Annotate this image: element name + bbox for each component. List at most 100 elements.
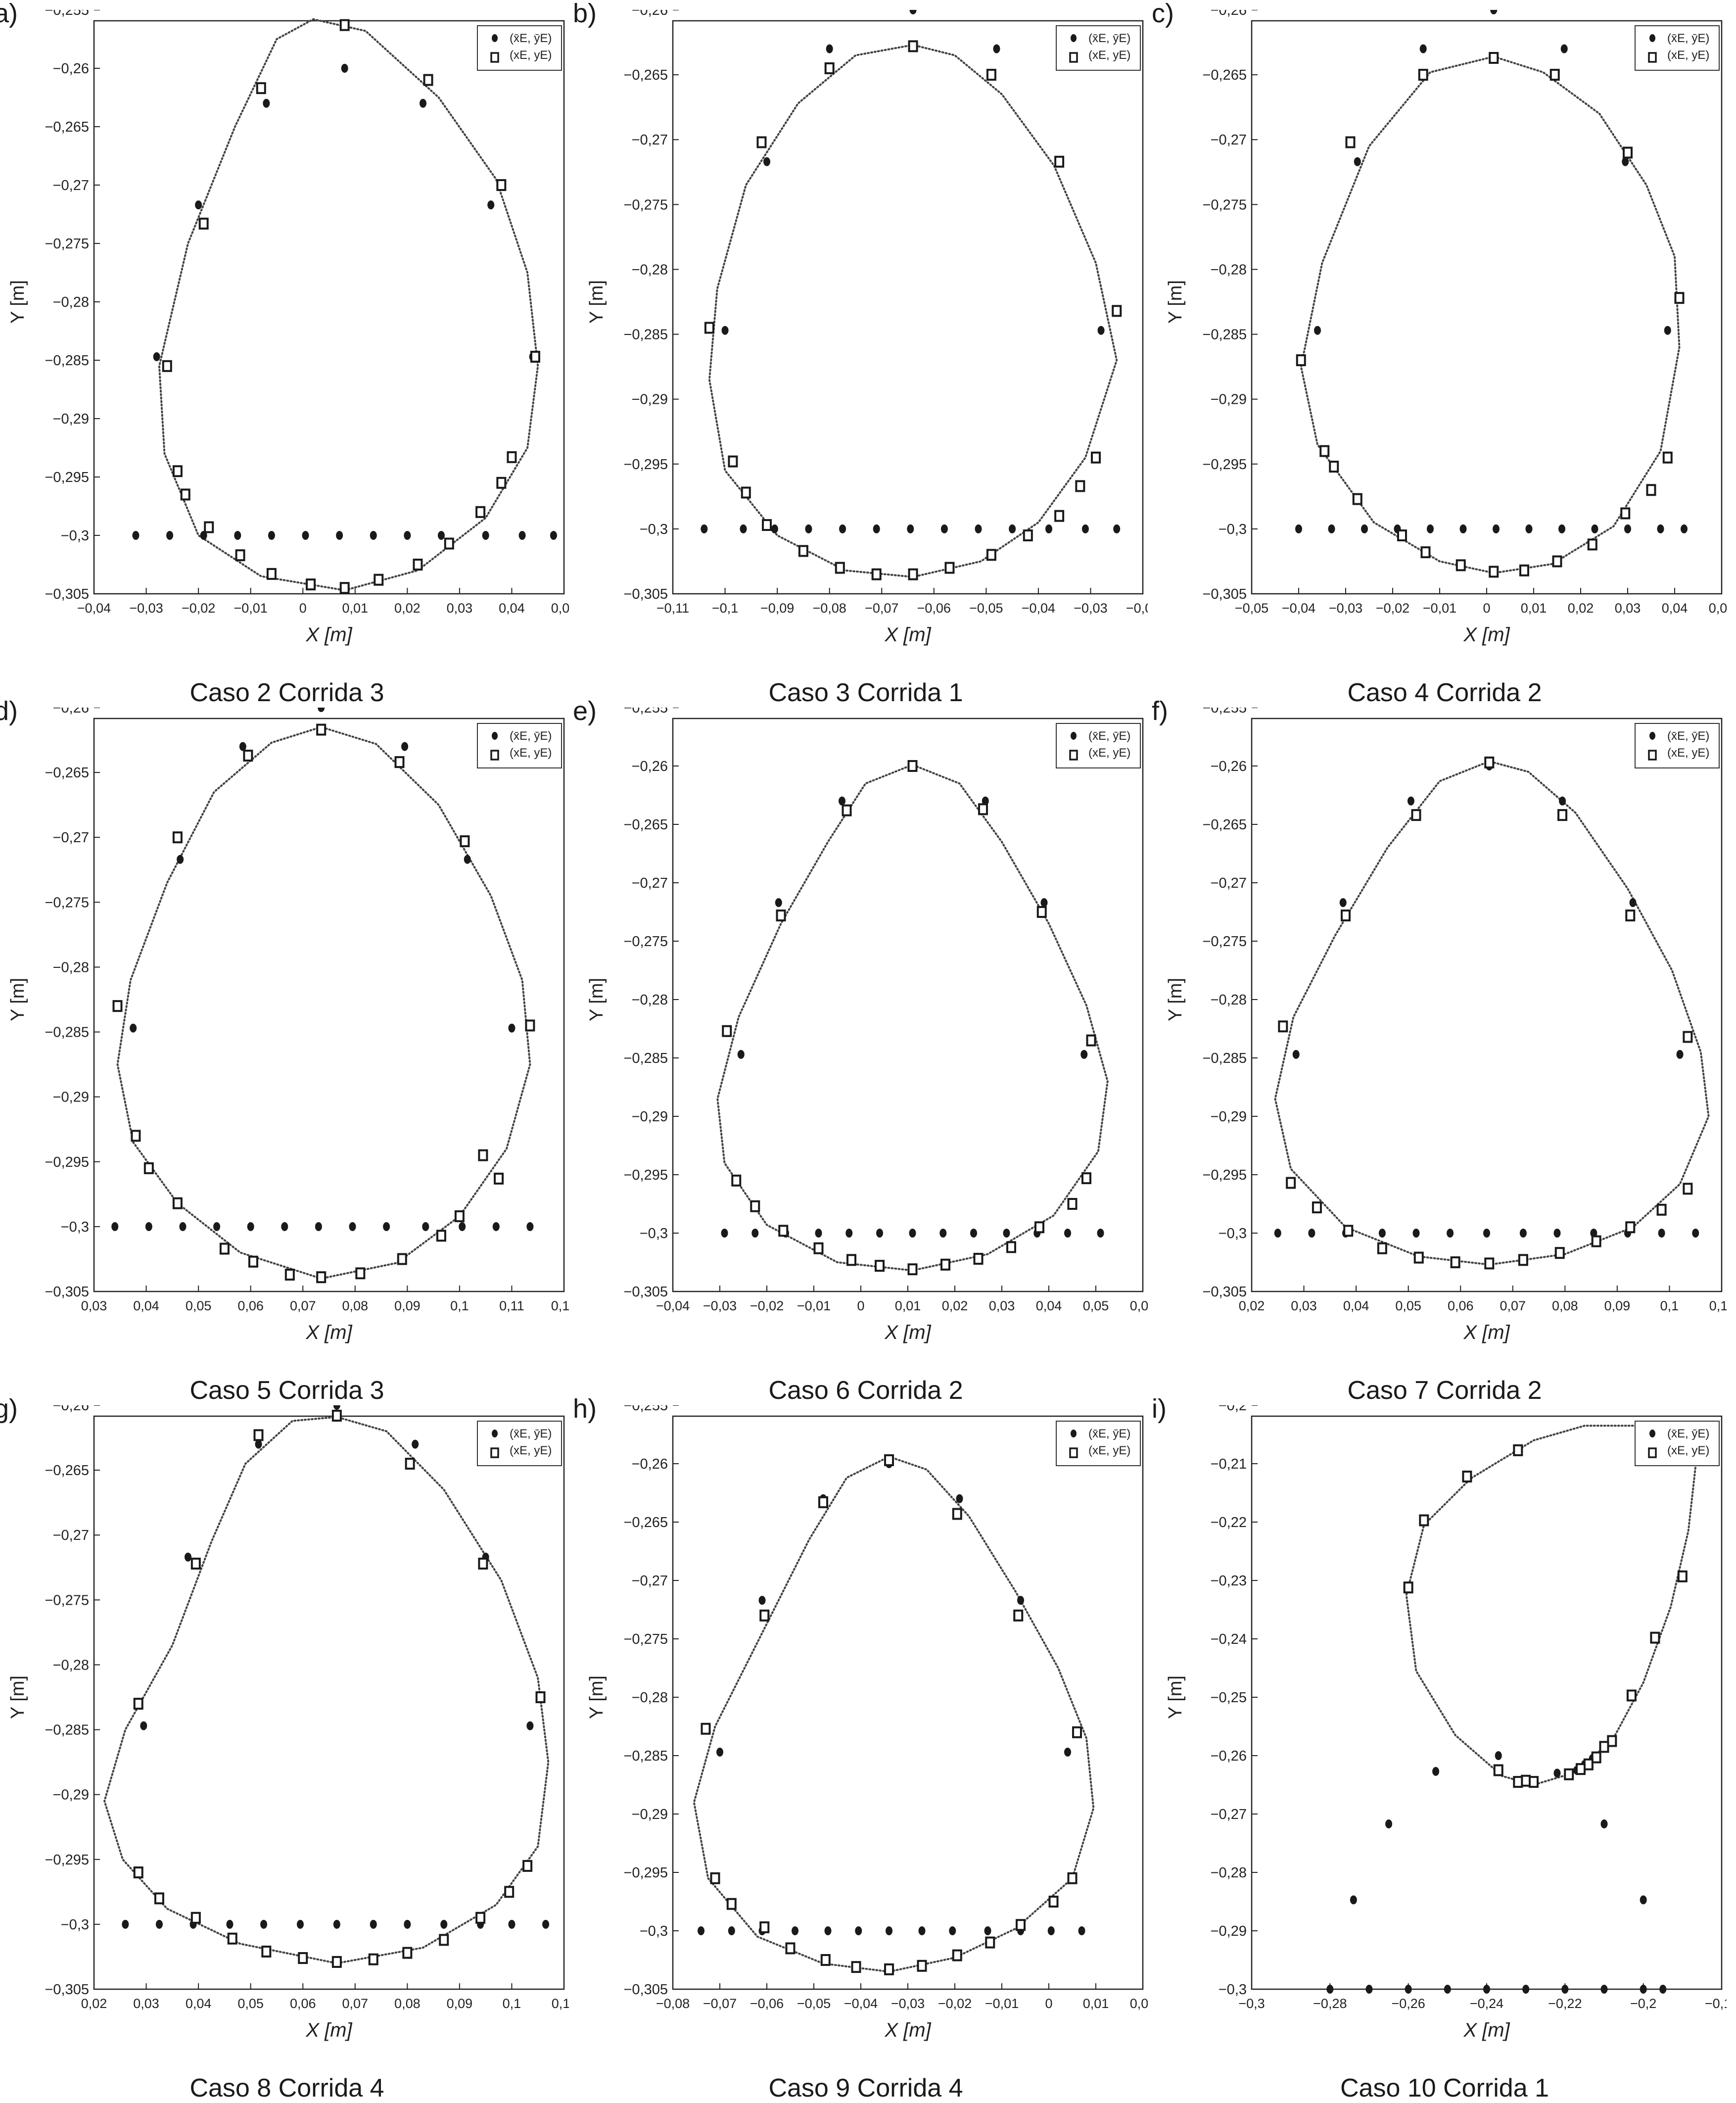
x-tick-label: 0,01 — [1083, 1996, 1109, 2011]
y-tick-label: −0,305 — [623, 1284, 668, 1300]
point-marker-square — [190, 1557, 201, 1570]
y-tick-label: −0,27 — [1211, 132, 1247, 148]
point-marker-square — [478, 1149, 488, 1161]
point-marker-filled — [1664, 326, 1671, 335]
x-tick-label: 0,04 — [499, 601, 525, 616]
x-tick-label: 0 — [1045, 1996, 1052, 2011]
legend-marker-square — [1069, 1447, 1078, 1458]
point-marker-filled — [721, 1229, 728, 1238]
point-marker-square — [813, 1242, 824, 1254]
point-marker-filled — [1412, 1229, 1420, 1238]
y-tick-label: −0,285 — [45, 1722, 89, 1738]
x-axis-label: X [m] — [1463, 624, 1510, 646]
point-marker-square — [1564, 1768, 1574, 1780]
x-tick-label: 0,09 — [394, 1298, 421, 1313]
legend-marker-filled — [1071, 1430, 1077, 1437]
point-marker-square — [1587, 538, 1597, 551]
point-marker-filled — [982, 796, 989, 806]
point-marker-filled — [1558, 524, 1565, 533]
point-marker-filled — [1009, 524, 1016, 533]
y-tick-label: −0,29 — [632, 1807, 668, 1822]
plot-frame — [93, 1415, 565, 1990]
chart-panel: −0,08 −0,07 −0,06 −0,05 −0,04 −0,03 −0,02 −0,01… — [573, 1394, 1148, 2103]
legend: (x̄E, ȳE) (xE, yE) — [477, 1421, 562, 1466]
legend-marker-filled — [1649, 732, 1655, 740]
legend: (x̄E, ȳE) (xE, yE) — [1635, 723, 1720, 768]
point-marker-filled — [737, 1050, 745, 1059]
point-marker-filled — [1407, 796, 1414, 806]
point-marker-square — [1650, 1631, 1660, 1644]
point-marker-square — [331, 1956, 342, 1968]
y-tick-label: −0,3 — [640, 1923, 668, 1939]
point-marker-filled — [1045, 524, 1052, 533]
chart-panel: −0,05 −0,04 −0,03 −0,02 −0,01 0 0,01 0,02 0,03 0,… — [1152, 0, 1727, 707]
point-marker-filled — [1080, 1050, 1088, 1059]
point-marker-filled — [1493, 524, 1500, 533]
point-marker-filled — [145, 1222, 152, 1231]
point-marker-square — [1419, 1514, 1429, 1527]
point-marker-square — [1067, 1198, 1078, 1210]
x-tick-label: 0,04 — [1036, 1298, 1062, 1313]
point-marker-square — [143, 1162, 154, 1174]
point-marker-square — [180, 488, 190, 501]
y-tick-label: −0,255 — [45, 10, 89, 18]
point-marker-filled — [815, 1229, 822, 1238]
x-tick-label: 0,02 — [394, 601, 421, 616]
point-marker-filled — [341, 64, 348, 73]
point-marker-filled — [940, 524, 948, 533]
x-tick-label: −0,02 — [182, 601, 215, 616]
point-marker-filled — [1495, 1751, 1502, 1760]
x-tick-label: 0,05 — [237, 1996, 264, 2011]
y-tick-label: −0,265 — [623, 817, 668, 833]
x-axis-label: X [m] — [884, 2019, 931, 2041]
point-marker-square — [243, 750, 253, 762]
point-marker-square — [1072, 1726, 1082, 1738]
point-marker-filled — [1354, 157, 1361, 166]
point-marker-square — [1329, 461, 1339, 473]
point-marker-filled — [526, 1721, 534, 1730]
point-marker-square — [1054, 155, 1065, 168]
point-marker-filled — [1640, 1895, 1647, 1905]
point-marker-square — [256, 82, 266, 95]
point-marker-square — [1091, 451, 1101, 464]
point-marker-square — [978, 803, 988, 815]
point-marker-filled — [886, 1926, 892, 1935]
y-tick-label: −0,24 — [1211, 1631, 1247, 1647]
point-marker-filled — [1064, 1747, 1071, 1757]
point-marker-filled — [302, 531, 309, 540]
x-tick-label: −0,24 — [1470, 1996, 1503, 2011]
legend-label: (x̄E, ȳE) — [510, 1427, 552, 1440]
point-marker-filled — [1459, 524, 1467, 533]
point-marker-square — [1625, 1221, 1636, 1234]
point-marker-square — [1420, 546, 1431, 559]
point-marker-square — [306, 578, 316, 591]
x-tick-label: 0,03 — [81, 1298, 107, 1313]
point-marker-square — [1493, 1764, 1503, 1776]
point-marker-square — [1513, 1444, 1523, 1456]
point-marker-filled — [1003, 1229, 1010, 1238]
legend-marker-square — [490, 1447, 499, 1458]
legend-label: (xE, yE) — [1088, 1444, 1130, 1457]
y-axis-label: Y [m] — [586, 978, 607, 1021]
point-marker-filled — [1692, 1229, 1699, 1238]
legend-label: (x̄E, ȳE) — [1667, 32, 1709, 45]
panel-caption: Caso 2 Corrida 3 — [189, 678, 384, 707]
legend: (x̄E, ȳE) (xE, yE) — [1056, 723, 1141, 768]
point-marker-square — [952, 1949, 962, 1961]
chart-panel: 0,02 0,03 0,04 0,05 0,06 0,07 0,08 0,09 0,1 0,11 −… — [1152, 696, 1727, 1405]
y-tick-label: −0,285 — [45, 1025, 89, 1041]
point-marker-filled — [805, 524, 812, 533]
x-axis-label: X [m] — [305, 624, 352, 646]
point-marker-square — [762, 519, 772, 531]
legend-marker-square — [1648, 750, 1657, 761]
x-tick-label: 0 — [1483, 601, 1490, 616]
y-tick-label: −0,3 — [640, 1226, 668, 1242]
x-tick-label: −0,06 — [917, 601, 951, 616]
point-marker-filled — [422, 1222, 429, 1231]
trajectory-curve — [716, 764, 1109, 1272]
point-marker-filled — [412, 1439, 419, 1449]
y-tick-label: −0,275 — [45, 236, 89, 252]
point-marker-filled — [993, 44, 1000, 53]
x-tick-label: −0,3 — [1238, 1996, 1265, 2011]
point-marker-filled — [975, 524, 982, 533]
